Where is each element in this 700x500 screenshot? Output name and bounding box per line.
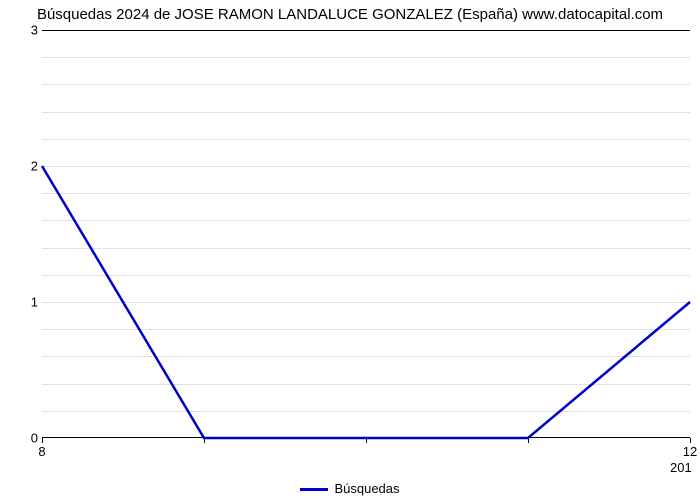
series-polyline [42,166,690,438]
legend: Búsquedas [0,481,700,496]
legend-swatch [300,488,328,491]
series-line [0,0,700,500]
x-axis-extra-label: 201 [670,460,692,475]
legend-label: Búsquedas [334,481,399,496]
